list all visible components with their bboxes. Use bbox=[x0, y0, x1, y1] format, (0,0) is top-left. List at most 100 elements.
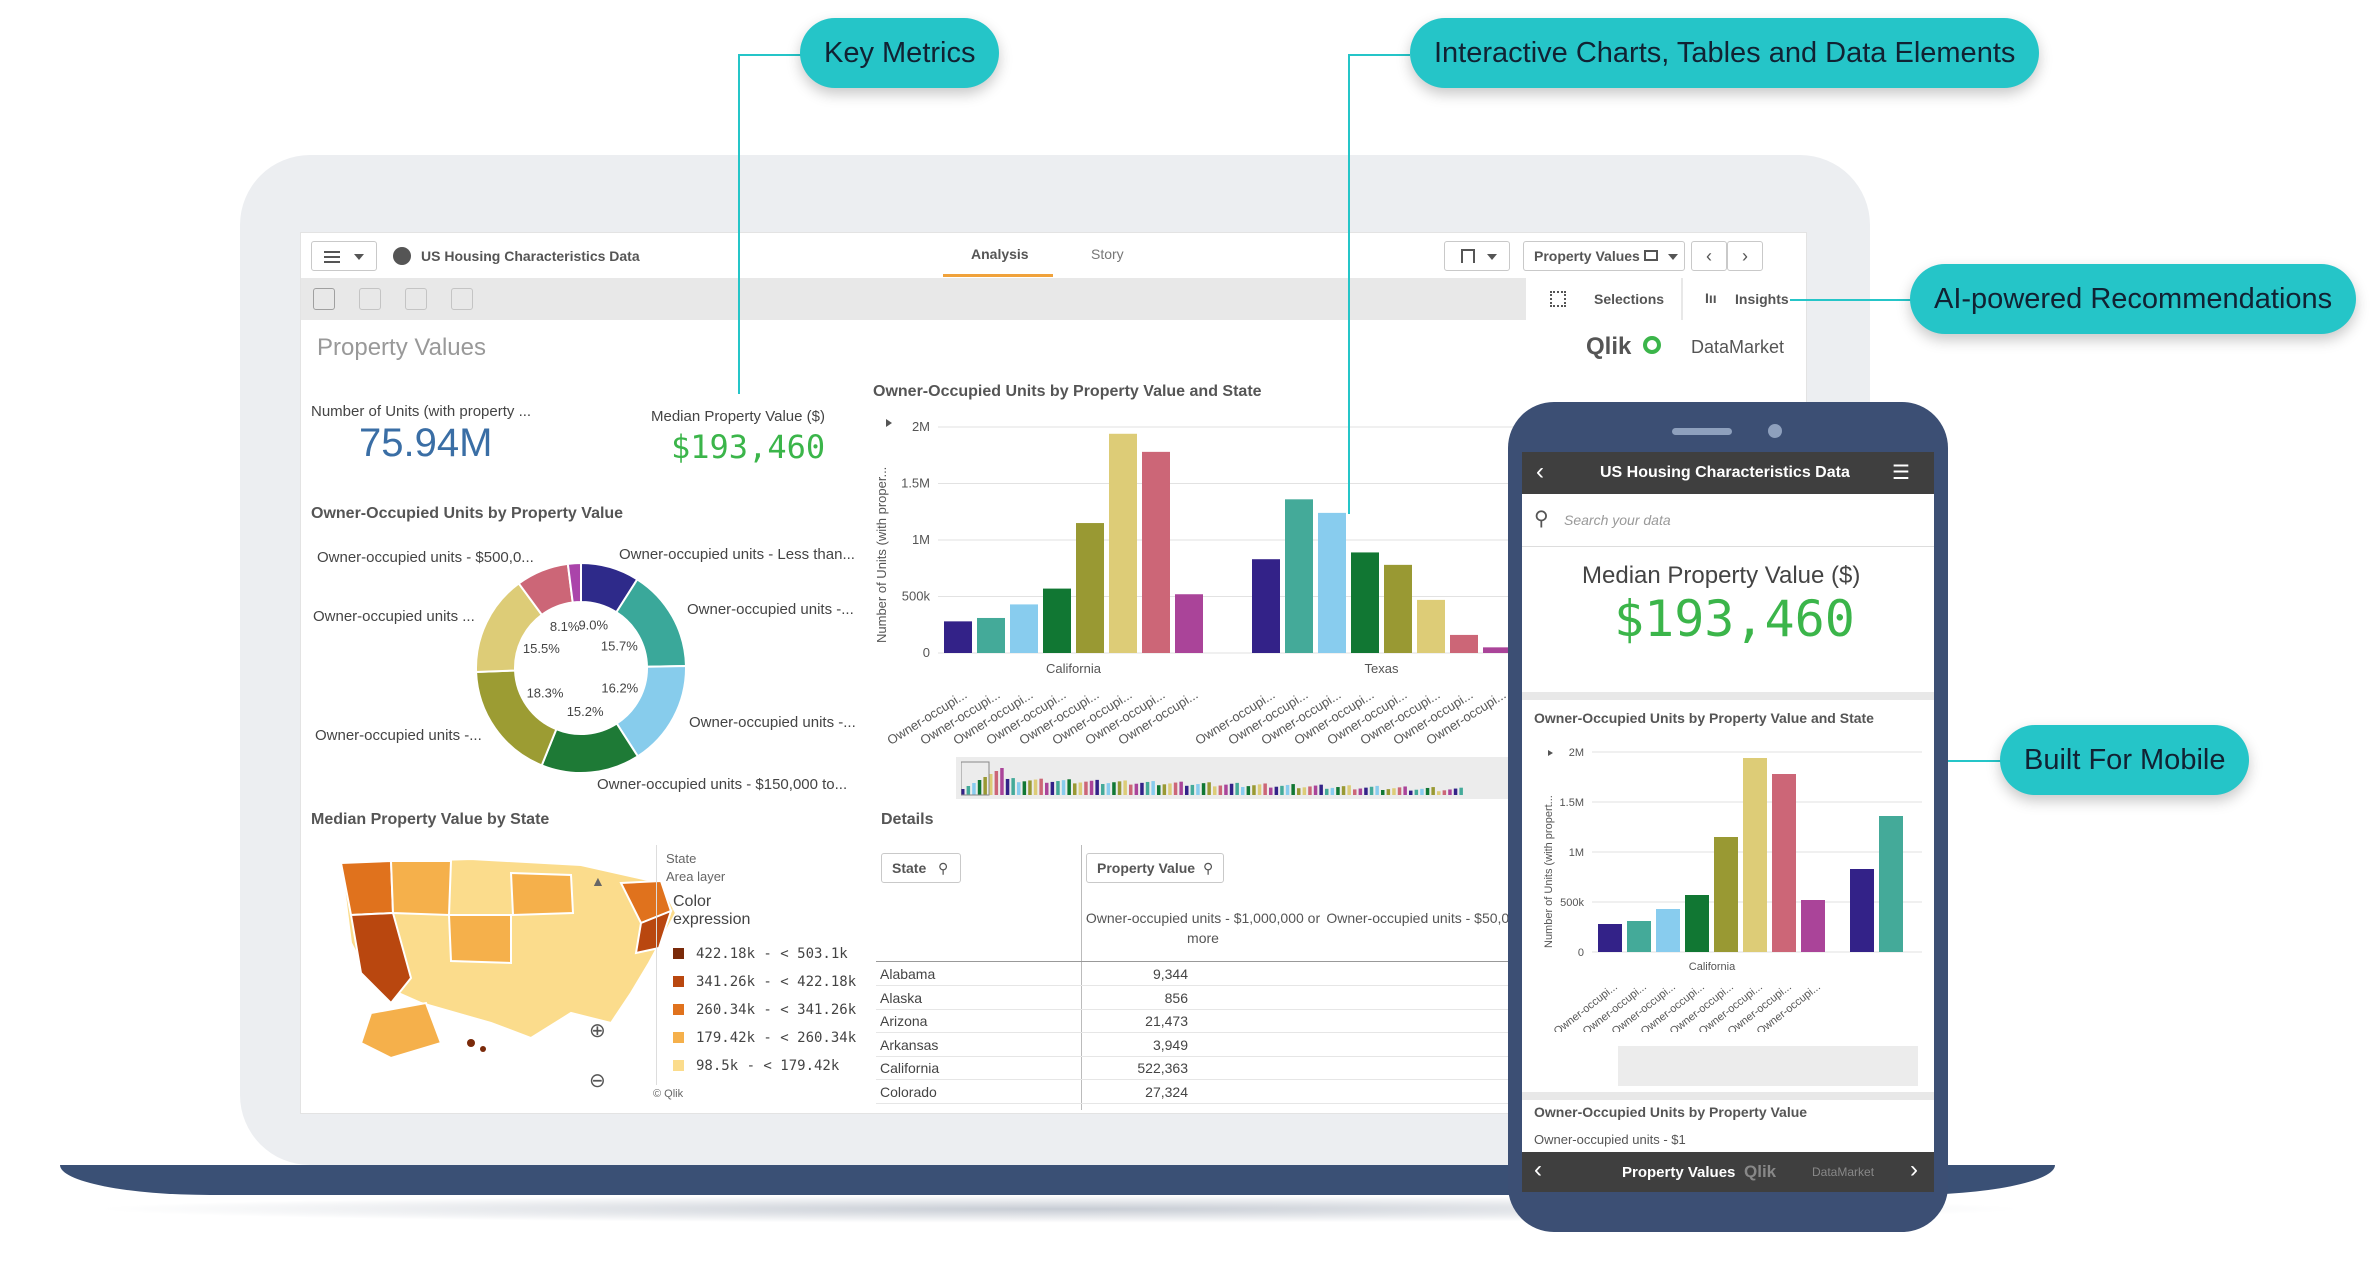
minimap-bar bbox=[1252, 785, 1256, 795]
y-tick-label: 0 bbox=[1578, 947, 1584, 959]
mobile-chart-scrollbar[interactable] bbox=[1618, 1046, 1918, 1086]
column-header[interactable]: Owner-occupied units - $1,000,000 or mor… bbox=[1085, 910, 1321, 946]
minimap-bar bbox=[1218, 785, 1223, 795]
bar-chart[interactable]: 0 500k 1M 1.5M 2M Number of Units (with prope… bbox=[866, 403, 1806, 763]
axis-toggle-icon[interactable] bbox=[1548, 750, 1553, 756]
bar[interactable] bbox=[1685, 895, 1709, 952]
minimap-bar bbox=[1022, 781, 1027, 795]
navigation-menu-button[interactable] bbox=[311, 241, 377, 271]
bar[interactable] bbox=[1142, 451, 1170, 653]
minimap-bar bbox=[1196, 784, 1200, 795]
bar[interactable] bbox=[1109, 433, 1137, 653]
property-value-filter[interactable]: Property Value ⚲ bbox=[1086, 853, 1224, 883]
step-forward-icon[interactable] bbox=[405, 288, 427, 310]
bar[interactable] bbox=[1043, 588, 1071, 653]
mobile-footer: ‹ Property Values Qlik DataMarket › bbox=[1522, 1152, 1934, 1192]
bar[interactable] bbox=[1010, 604, 1038, 653]
legend-label: 341.26k - < 422.18k bbox=[696, 973, 857, 990]
bar[interactable] bbox=[1417, 599, 1445, 653]
mobile-search[interactable]: ⚲ Search your data bbox=[1522, 494, 1934, 547]
minimap-window[interactable] bbox=[961, 761, 990, 796]
bar[interactable] bbox=[1384, 564, 1412, 653]
axis-toggle-icon[interactable] bbox=[886, 419, 892, 427]
bar[interactable] bbox=[1285, 499, 1313, 653]
details-title: Details bbox=[881, 811, 934, 828]
previous-sheet-button[interactable]: ‹ bbox=[1691, 241, 1727, 271]
clear-selections-icon[interactable] bbox=[451, 288, 473, 310]
minimap-bar bbox=[1386, 789, 1391, 795]
state-cell: California bbox=[880, 1060, 940, 1076]
bar[interactable] bbox=[1450, 634, 1478, 653]
menu-icon[interactable]: ☰ bbox=[1892, 462, 1910, 484]
zoom-in-icon[interactable]: ⊕ bbox=[589, 1020, 606, 1042]
minimap-bar bbox=[1173, 782, 1178, 795]
insights-button[interactable]: Iıı Insights bbox=[1683, 278, 1806, 320]
minimap-bar bbox=[961, 789, 965, 795]
y-tick-label: 1M bbox=[912, 532, 930, 547]
bar[interactable] bbox=[944, 621, 972, 653]
bar[interactable] bbox=[1252, 559, 1280, 653]
bar[interactable] bbox=[1714, 837, 1738, 952]
bar[interactable] bbox=[1598, 924, 1622, 952]
us-map[interactable] bbox=[331, 853, 691, 1073]
minimap-bar bbox=[1033, 779, 1038, 795]
tab-analysis[interactable]: Analysis bbox=[971, 246, 1029, 262]
bar[interactable] bbox=[1656, 909, 1680, 952]
sheet-selector[interactable]: Property Values bbox=[1523, 241, 1685, 271]
selections-icon bbox=[1550, 291, 1566, 307]
column-header[interactable]: Owner-occupied units - $50,0 $99,999 bbox=[1326, 910, 1564, 926]
step-back-icon[interactable] bbox=[359, 288, 381, 310]
y-axis-label: Number of Units (with proper... bbox=[874, 467, 889, 643]
bar[interactable] bbox=[1318, 512, 1346, 653]
bar[interactable] bbox=[1879, 816, 1903, 952]
ai-callout: AI-powered Recommendations bbox=[1910, 264, 2357, 334]
tab-story[interactable]: Story bbox=[1091, 246, 1124, 262]
selections-button[interactable]: Selections bbox=[1526, 278, 1681, 320]
tab-underline bbox=[943, 274, 1053, 277]
bar[interactable] bbox=[1175, 594, 1203, 653]
state-cell: Arkansas bbox=[880, 1036, 939, 1053]
bar[interactable] bbox=[1850, 869, 1874, 952]
y-tick-label: 500k bbox=[1560, 897, 1584, 909]
minimap-bar bbox=[1420, 788, 1424, 795]
donut-slice[interactable] bbox=[566, 561, 582, 604]
next-sheet-button[interactable]: › bbox=[1727, 241, 1763, 271]
smart-search-icon[interactable] bbox=[313, 288, 335, 310]
bar[interactable] bbox=[1483, 647, 1511, 653]
donut-chart[interactable]: 9.0% 15.7% 16.2% 15.2%18.3% 15.5% 8.1% bbox=[471, 558, 691, 778]
bar[interactable] bbox=[1772, 774, 1796, 952]
donut-label: Owner-occupied units -... bbox=[689, 714, 856, 731]
bookmark-button[interactable] bbox=[1444, 241, 1510, 271]
previous-sheet-icon[interactable]: ‹ bbox=[1534, 1156, 1542, 1183]
minimap-bar bbox=[1453, 788, 1458, 795]
back-icon[interactable]: ‹ bbox=[1536, 458, 1544, 485]
map-title: Median Property Value by State bbox=[311, 811, 550, 828]
median-kpi-label: Median Property Value ($) bbox=[651, 408, 825, 425]
y-tick-label: 0 bbox=[923, 645, 930, 660]
bar[interactable] bbox=[977, 617, 1005, 653]
bar[interactable] bbox=[1801, 900, 1825, 952]
minimap-bar bbox=[1050, 781, 1055, 795]
legend-item: 422.18k - < 503.1k bbox=[673, 945, 848, 963]
next-sheet-icon[interactable]: › bbox=[1910, 1156, 1918, 1183]
minimap-bar bbox=[1073, 783, 1077, 795]
pan-up-icon[interactable]: ▲ bbox=[591, 873, 605, 889]
minimap-bar bbox=[1246, 786, 1251, 795]
selection-toolbar: Selections Iıı Insights bbox=[301, 278, 1806, 320]
minimap-bar bbox=[1341, 786, 1346, 795]
legend-swatch bbox=[673, 1060, 684, 1072]
chart-minimap[interactable] bbox=[961, 761, 1481, 797]
zoom-out-icon[interactable]: ⊖ bbox=[589, 1070, 606, 1092]
mobile-bar-chart[interactable]: 0 500k 1M 1.5M 2M Number of Units (with prope… bbox=[1522, 732, 1934, 1032]
bar[interactable] bbox=[1627, 921, 1651, 952]
donut-label: Owner-occupied units -... bbox=[315, 727, 482, 744]
state-filter[interactable]: State ⚲ bbox=[881, 853, 961, 883]
minimap-bar bbox=[983, 777, 987, 795]
bar[interactable] bbox=[1743, 758, 1767, 952]
header-rule bbox=[876, 961, 1806, 962]
bar[interactable] bbox=[1351, 552, 1379, 653]
bar[interactable] bbox=[1076, 523, 1104, 653]
y-tick-label: 1M bbox=[1569, 847, 1584, 859]
legend-item: 179.42k - < 260.34k bbox=[673, 1029, 856, 1047]
